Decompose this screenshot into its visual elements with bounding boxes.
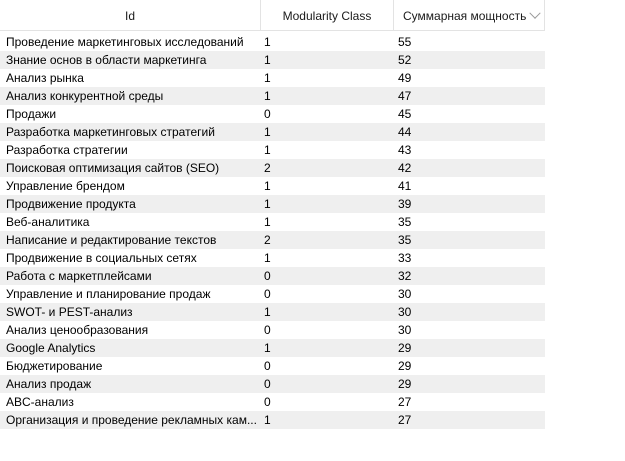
table-row[interactable]: Анализ продаж 0 29 [0,375,545,393]
cell-modularity-class: 0 [264,269,271,283]
table-row[interactable]: Работа с маркетплейсами 0 32 [0,267,545,285]
cell-id: Разработка маркетинговых стратегий [6,125,215,139]
cell-id: Веб-аналитика [6,215,90,229]
table-row[interactable]: Анализ конкурентной среды 1 47 [0,87,545,105]
cell-modularity-class: 1 [264,305,271,319]
cell-id: Анализ конкурентной среды [6,89,164,103]
table-row[interactable]: Проведение маркетинговых исследований 1 55 [0,33,545,51]
cell-modularity-class: 2 [264,161,271,175]
table-row[interactable]: Продажи 0 45 [0,105,545,123]
cell-total-power: 30 [398,287,412,301]
cell-modularity-class: 2 [264,233,271,247]
cell-id: Анализ рынка [6,71,84,85]
cell-total-power: 47 [398,89,412,103]
column-header-modularity-class[interactable]: Modularity Class [261,0,394,30]
cell-total-power: 30 [398,323,412,337]
cell-total-power: 35 [398,215,412,229]
cell-modularity-class: 1 [264,197,271,211]
cell-id: Написание и редактирование текстов [6,233,217,247]
cell-total-power: 29 [398,341,412,355]
cell-modularity-class: 1 [264,215,271,229]
cell-modularity-class: 1 [264,125,271,139]
cell-modularity-class: 1 [264,251,271,265]
cell-id: Проведение маркетинговых исследований [6,35,244,49]
cell-modularity-class: 1 [264,179,271,193]
cell-modularity-class: 0 [264,377,271,391]
cell-id: Продвижение в социальных сетях [6,251,197,265]
cell-modularity-class: 1 [264,71,271,85]
table-row[interactable]: Анализ рынка 1 49 [0,69,545,87]
column-header-total-power[interactable]: Суммарная мощность [394,0,545,30]
table-row[interactable]: Организация и проведение рекламных кам..… [0,411,545,429]
cell-modularity-class: 0 [264,395,271,409]
cell-id: Управление брендом [6,179,125,193]
cell-total-power: 44 [398,125,412,139]
cell-total-power: 29 [398,359,412,373]
cell-total-power: 49 [398,71,412,85]
cell-total-power: 30 [398,305,412,319]
cell-total-power: 29 [398,377,412,391]
cell-modularity-class: 0 [264,107,271,121]
table-row[interactable]: Поисковая оптимизация сайтов (SEO) 2 42 [0,159,545,177]
data-table: Id Modularity Class Суммарная мощность П… [0,0,545,429]
table-row[interactable]: Разработка стратегии 1 43 [0,141,545,159]
cell-total-power: 33 [398,251,412,265]
table-header: Id Modularity Class Суммарная мощность [0,0,545,31]
table-row[interactable]: Знание основ в области маркетинга 1 52 [0,51,545,69]
cell-id: Продажи [6,107,57,121]
cell-modularity-class: 1 [264,35,271,49]
cell-modularity-class: 1 [264,53,271,67]
cell-id: Организация и проведение рекламных кам..… [6,413,257,427]
cell-total-power: 41 [398,179,412,193]
column-header-id[interactable]: Id [0,0,261,30]
column-header-label: Modularity Class [282,9,372,23]
table-row[interactable]: Веб-аналитика 1 35 [0,213,545,231]
cell-modularity-class: 1 [264,143,271,157]
table-row[interactable]: Продвижение продукта 1 39 [0,195,545,213]
cell-id: Google Analytics [6,341,96,355]
cell-total-power: 27 [398,395,412,409]
cell-id: ABC-анализ [6,395,74,409]
cell-total-power: 35 [398,233,412,247]
table-row[interactable]: Google Analytics 1 29 [0,339,545,357]
cell-modularity-class: 1 [264,413,271,427]
cell-total-power: 39 [398,197,412,211]
cell-id: Управление и планирование продаж [6,287,211,301]
cell-modularity-class: 0 [264,287,271,301]
column-header-label: Суммарная мощность [403,9,527,23]
cell-id: Разработка стратегии [6,143,128,157]
cell-id: Бюджетирование [6,359,103,373]
column-header-label: Id [124,9,135,23]
cell-modularity-class: 0 [264,359,271,373]
table-row[interactable]: Управление и планирование продаж 0 30 [0,285,545,303]
cell-total-power: 32 [398,269,412,283]
cell-id: Работа с маркетплейсами [6,269,152,283]
cell-total-power: 45 [398,107,412,121]
cell-modularity-class: 0 [264,323,271,337]
chevron-down-icon [529,7,542,19]
cell-id: Знание основ в области маркетинга [6,53,207,67]
cell-total-power: 43 [398,143,412,157]
table-body: Проведение маркетинговых исследований 1 55… [0,33,545,429]
cell-total-power: 52 [398,53,412,67]
table-row[interactable]: Бюджетирование 0 29 [0,357,545,375]
table-row[interactable]: Анализ ценообразования 0 30 [0,321,545,339]
table-row[interactable]: SWOT- и PEST-анализ 1 30 [0,303,545,321]
cell-modularity-class: 1 [264,89,271,103]
cell-total-power: 55 [398,35,412,49]
table-row[interactable]: Продвижение в социальных сетях 1 33 [0,249,545,267]
cell-total-power: 42 [398,161,412,175]
table-row[interactable]: Написание и редактирование текстов 2 35 [0,231,545,249]
table-row[interactable]: Управление брендом 1 41 [0,177,545,195]
cell-total-power: 27 [398,413,412,427]
cell-id: Анализ ценообразования [6,323,149,337]
cell-id: Анализ продаж [6,377,92,391]
cell-id: Продвижение продукта [6,197,136,211]
table-row[interactable]: Разработка маркетинговых стратегий 1 44 [0,123,545,141]
cell-id: Поисковая оптимизация сайтов (SEO) [6,161,220,175]
cell-id: SWOT- и PEST-анализ [6,305,133,319]
table-row[interactable]: ABC-анализ 0 27 [0,393,545,411]
cell-modularity-class: 1 [264,341,271,355]
